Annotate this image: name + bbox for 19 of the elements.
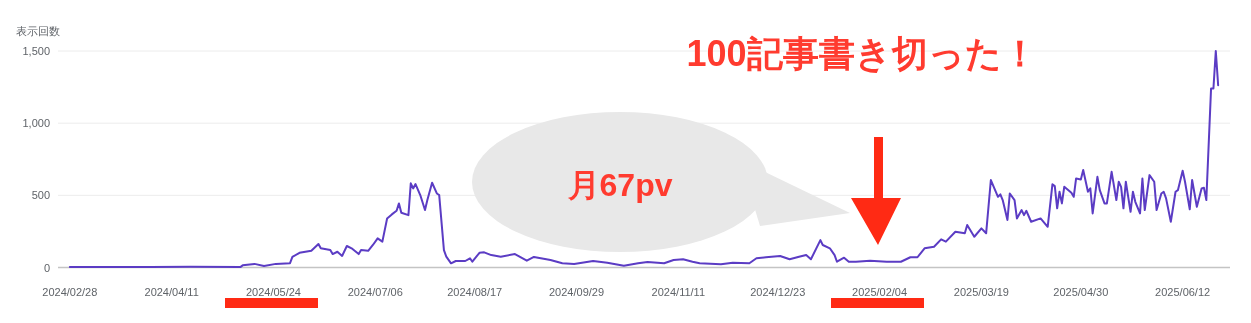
x-tick-label: 2025/02/04 <box>852 286 908 298</box>
x-tick-label: 2024/02/28 <box>42 286 98 298</box>
x-tick-label: 2024/08/17 <box>447 286 503 298</box>
x-tick-label: 2024/05/24 <box>245 286 301 298</box>
x-tick-label: 2024/09/29 <box>548 286 605 298</box>
y-tick-label: 1,500 <box>22 45 50 57</box>
y-tick-label: 500 <box>31 189 50 202</box>
annotation: 月67pv <box>566 167 673 203</box>
x-tick-label: 2024/11/11 <box>651 286 706 298</box>
x-tick-label: 2025/04/30 <box>1053 286 1109 298</box>
x-tick-label: 2024/04/11 <box>144 286 199 298</box>
x-tick-label: 2025/03/19 <box>953 286 1009 298</box>
y-tick-label: 1,000 <box>22 117 50 130</box>
x-tick-label: 2024/07/06 <box>347 286 403 298</box>
x-tick-label: 2024/12/23 <box>750 286 806 298</box>
y-tick-label: 0 <box>43 261 50 274</box>
x-tick-label: 2025/06/12 <box>1155 286 1211 298</box>
annotation: 100記事書き切った！ <box>686 33 1038 74</box>
y-axis-title: 表示回数 <box>16 25 60 37</box>
